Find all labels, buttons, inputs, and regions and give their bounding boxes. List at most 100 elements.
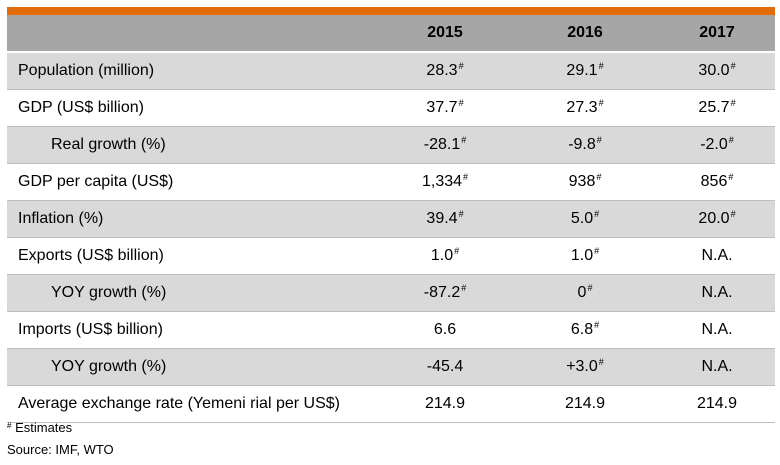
estimate-mark: # [458,209,464,219]
cell-2017: 30.0# [652,53,780,89]
cell-2016: 27.3# [520,90,650,126]
cell-value: N.A. [701,284,733,301]
estimate-mark: # [598,61,604,71]
estimate-mark: # [730,61,736,71]
estimate-mark: # [598,357,604,367]
cell-value: -87.2 [423,284,461,301]
table-row: Real growth (%) -28.1# -9.8# -2.0# [7,127,775,164]
estimate-mark: # [458,61,464,71]
cell-2015: 37.7# [380,90,510,126]
cell-2016: 1.0# [520,238,650,274]
footnote: # Estimates [7,420,72,435]
cell-2017: -2.0# [652,127,780,163]
cell-value: 856 [700,173,728,190]
cell-2017: 25.7# [652,90,780,126]
cell-value: +3.0 [566,358,598,375]
cell-2017: N.A. [652,312,780,348]
cell-value: 29.1 [566,62,598,79]
cell-2016: -9.8# [520,127,650,163]
table-row: GDP (US$ billion) 37.7# 27.3# 25.7# [7,90,775,127]
cell-2016: 0# [520,275,650,311]
estimate-mark: # [728,135,734,145]
cell-2017: N.A. [652,349,780,385]
row-label: YOY growth (%) [51,358,167,375]
table-row: GDP per capita (US$) 1,334# 938# 856# [7,164,775,201]
table-row: Average exchange rate (Yemeni rial per U… [7,386,775,423]
cell-value: 5.0 [570,210,594,227]
cell-2015: 214.9 [380,386,510,422]
cell-value: 1,334 [421,173,463,190]
table-row: YOY growth (%) -87.2# 0# N.A. [7,275,775,312]
table-row: Imports (US$ billion) 6.6 6.8# N.A. [7,312,775,349]
estimate-mark: # [463,172,469,182]
estimate-mark: # [454,246,460,256]
estimate-mark: # [730,209,736,219]
cell-value: -9.8 [568,136,596,153]
cell-value: 30.0 [698,62,730,79]
cell-2015: 1.0# [380,238,510,274]
cell-2015: -87.2# [380,275,510,311]
cell-2016: +3.0# [520,349,650,385]
year-header-2015: 2015 [427,24,463,41]
cell-2016: 29.1# [520,53,650,89]
cell-2015: 28.3# [380,53,510,89]
row-label: Population (million) [18,62,155,79]
estimate-mark: # [458,98,464,108]
cell-value: -28.1 [423,136,461,153]
year-header-2016: 2016 [567,24,603,41]
cell-value: 37.7 [426,99,458,116]
cell-2015: 6.6 [380,312,510,348]
estimate-mark: # [728,172,734,182]
cell-2017: N.A. [652,238,780,274]
estimate-mark: # [594,246,600,256]
cell-value: N.A. [701,321,733,338]
table-row: YOY growth (%) -45.4 +3.0# N.A. [7,349,775,386]
cell-2017: 856# [652,164,780,200]
cell-value: 214.9 [696,395,738,412]
cell-value: -2.0 [700,136,728,153]
estimate-mark: # [594,209,600,219]
footnote-text: Estimates [15,420,73,435]
cell-value: 39.4 [426,210,458,227]
estimate-mark: # [596,135,602,145]
cell-2016: 6.8# [520,312,650,348]
table-row: Population (million) 28.3# 29.1# 30.0# [7,53,775,90]
cell-value: 6.6 [433,321,457,338]
cell-value: 214.9 [564,395,606,412]
estimate-mark: # [461,135,467,145]
cell-value: 938 [568,173,596,190]
table-header: 2015 2016 2017 [7,15,775,51]
cell-value: 28.3 [426,62,458,79]
table-row: Inflation (%) 39.4# 5.0# 20.0# [7,201,775,238]
cell-value: 0 [577,284,587,301]
estimate-mark: # [461,283,467,293]
source-line: Source: IMF, WTO [7,442,114,457]
cell-2016: 214.9 [520,386,650,422]
cell-2017: 20.0# [652,201,780,237]
cell-value: 20.0 [698,210,730,227]
cell-2015: 1,334# [380,164,510,200]
row-label: Average exchange rate (Yemeni rial per U… [18,395,340,412]
row-label: Real growth (%) [51,136,166,153]
cell-value: 214.9 [424,395,466,412]
cell-2017: N.A. [652,275,780,311]
estimate-mark: # [596,172,602,182]
year-header-2017: 2017 [699,24,735,41]
cell-value: -45.4 [426,358,464,375]
row-label: YOY growth (%) [51,284,167,301]
cell-value: N.A. [701,358,733,375]
cell-value: 27.3 [566,99,598,116]
cell-2016: 938# [520,164,650,200]
cell-value: 1.0 [430,247,454,264]
footnote-mark: # [7,421,12,430]
cell-2015: -45.4 [380,349,510,385]
cell-2017: 214.9 [652,386,780,422]
estimate-mark: # [594,320,600,330]
cell-value: 6.8 [570,321,594,338]
estimate-mark: # [587,283,593,293]
row-label: Imports (US$ billion) [18,321,163,338]
top-accent-bar [7,7,775,15]
estimate-mark: # [598,98,604,108]
cell-value: 1.0 [570,247,594,264]
table-body: Population (million) 28.3# 29.1# 30.0# GDP (… [7,53,775,423]
